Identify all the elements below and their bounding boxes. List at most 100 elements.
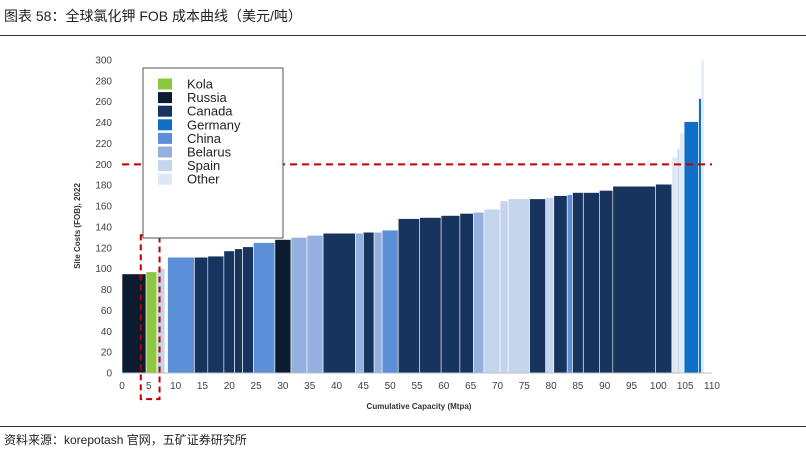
- x-tick-label: 35: [304, 381, 316, 392]
- bar-canada-6: [207, 255, 225, 374]
- x-tick-label: 90: [599, 381, 611, 392]
- y-axis: 0 20 40 60 80 100 120 140 160 180 200 220 240 260 280 3…: [95, 56, 112, 380]
- legend-label-russia: Russia: [187, 90, 228, 105]
- bar-germany-39: [683, 121, 699, 374]
- bar-canada-27: [529, 198, 546, 374]
- x-tick-label: 10: [170, 381, 182, 392]
- legend-label-spain: Spain: [187, 158, 220, 173]
- bar-canada-29: [553, 195, 568, 374]
- bar-russia-11: [274, 239, 292, 374]
- bar-china-18: [381, 229, 399, 374]
- x-tick-label: 110: [704, 381, 720, 392]
- x-tick-label: 70: [492, 381, 504, 392]
- bar-belarus-15: [354, 232, 364, 374]
- x-tick-label: 15: [197, 381, 209, 392]
- legend-swatch-germany: [158, 119, 172, 131]
- bar-belarus-13: [306, 235, 324, 374]
- bar-belarus-23: [472, 212, 485, 374]
- x-tick-label: 80: [546, 381, 558, 392]
- y-tick-label: 260: [95, 97, 112, 108]
- y-tick-label: 140: [95, 222, 112, 233]
- y-tick-label: 280: [95, 76, 112, 87]
- x-tick-label: 105: [677, 381, 694, 392]
- bar-other-36: [671, 156, 678, 374]
- x-tick-label: 25: [251, 381, 263, 392]
- bar-belarus-17: [373, 231, 383, 374]
- legend-label-kola: Kola: [187, 77, 214, 92]
- y-tick-label: 240: [95, 118, 112, 129]
- bar-canada-9: [242, 246, 254, 374]
- legend-swatch-china: [158, 132, 172, 144]
- bar-russia-1: [121, 273, 147, 374]
- legend-label-belarus: Belarus: [187, 145, 232, 160]
- bar-canada-21: [440, 215, 461, 374]
- bar-other-38: [679, 132, 685, 374]
- bottom-divider: [0, 426, 806, 427]
- x-tick-label: 60: [438, 381, 450, 392]
- y-tick-label: 0: [106, 369, 112, 380]
- legend-swatch-other: [158, 173, 172, 185]
- bar-canada-33: [599, 190, 614, 374]
- x-tick-label: 45: [358, 381, 370, 392]
- bar-kola-2: [145, 271, 158, 374]
- figure-title: 图表 58：全球氯化钾 FOB 成本曲线（美元/吨）: [4, 8, 302, 24]
- y-tick-label: 120: [95, 243, 112, 254]
- bar-canada-22: [459, 213, 474, 374]
- bar-canada-16: [363, 231, 375, 374]
- legend-swatch-belarus: [158, 146, 172, 158]
- bar-canada-5: [194, 256, 209, 374]
- y-tick-label: 80: [101, 285, 113, 296]
- bar-canada-35: [655, 183, 673, 374]
- bar-spain-24: [483, 208, 501, 374]
- x-tick-label: 100: [650, 381, 667, 392]
- bar-china-4: [167, 256, 195, 374]
- x-tick-label: 40: [331, 381, 343, 392]
- bar-canada-20: [419, 217, 442, 374]
- x-tick-label: 75: [519, 381, 531, 392]
- legend-label-canada: Canada: [187, 104, 233, 119]
- bar-canada-31: [572, 192, 584, 374]
- legend-swatch-russia: [158, 92, 172, 104]
- bar-belarus-12: [290, 237, 308, 374]
- legend-swatch-canada: [158, 105, 172, 117]
- bar-canada-34: [612, 185, 656, 374]
- bar-spain-28: [545, 197, 555, 374]
- legend-label-other: Other: [187, 172, 220, 187]
- y-tick-label: 300: [95, 56, 112, 67]
- legend-items: KolaRussiaCanadaGermanyChinaBelarusSpain…: [158, 77, 241, 187]
- x-tick-label: 55: [411, 381, 423, 392]
- x-tick-label: 0: [119, 381, 125, 392]
- bar-canada-32: [582, 192, 600, 374]
- y-tick-label: 100: [95, 264, 112, 275]
- y-tick-label: 180: [95, 181, 112, 192]
- cost-curve-chart: 0 5 10 15 20 25 30 35 40 45 50 55 60 65 70 75 80 85 90 95 10…: [73, 56, 720, 412]
- bar-spain-25: [499, 200, 509, 374]
- bar-spain-37: [676, 148, 681, 374]
- x-tick-label: 30: [277, 381, 289, 392]
- bar-spain-26: [507, 198, 531, 374]
- y-tick-label: 20: [101, 348, 113, 359]
- bar-china-10: [253, 242, 276, 374]
- x-tick-label: 50: [385, 381, 397, 392]
- bars-group: [121, 59, 705, 374]
- legend-label-china: China: [187, 131, 222, 146]
- top-divider: [0, 35, 806, 36]
- legend: KolaRussiaCanadaGermanyChinaBelarusSpain…: [142, 67, 284, 239]
- highlight-box: [139, 234, 161, 401]
- legend-label-germany: Germany: [187, 117, 241, 132]
- y-tick-label: 220: [95, 139, 112, 150]
- x-axis: 0 5 10 15 20 25 30 35 40 45 50 55 60 65 70 75 80 85 90 95 10…: [119, 372, 720, 392]
- bar-china-30: [566, 194, 573, 374]
- x-tick-label: 85: [572, 381, 584, 392]
- bar-spain-3: [156, 268, 166, 374]
- source-note: 资料来源：korepotash 官网，五矿证券研究所: [4, 433, 247, 447]
- x-axis-title: Cumulative Capacity (Mtpa): [367, 402, 472, 411]
- y-tick-label: 200: [95, 160, 112, 171]
- legend-swatch-spain: [158, 160, 172, 172]
- y-tick-label: 60: [101, 306, 113, 317]
- y-axis-title: Site Costs (FOB), 2022: [73, 183, 82, 269]
- bar-other-41: [700, 59, 705, 374]
- y-tick-label: 160: [95, 202, 112, 213]
- bar-canada-19: [397, 218, 421, 374]
- x-tick-label: 95: [626, 381, 638, 392]
